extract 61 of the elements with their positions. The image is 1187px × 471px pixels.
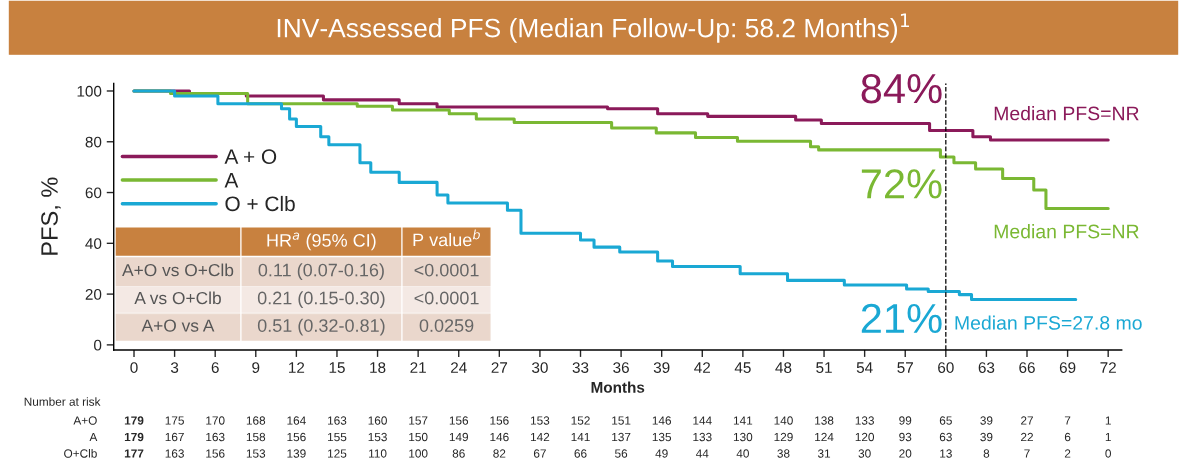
x-tick-label: 18 [370, 362, 386, 373]
x-axis-title: Months [591, 381, 645, 393]
x-tick-label: 72 [1100, 362, 1116, 373]
legend-label: O + Clb [225, 195, 295, 212]
annotation: <0.0001 [414, 291, 479, 305]
x-tick-label: 21 [410, 362, 426, 373]
legend-label: A [224, 173, 239, 188]
annotation: 72% [861, 169, 942, 199]
x-tick-label: 3 [170, 362, 179, 373]
y-tick-label: 40 [85, 238, 102, 249]
annotation: Median PFS=NR [994, 224, 1139, 239]
x-tick-label: 48 [775, 362, 792, 373]
x-tick-label: 33 [572, 362, 589, 373]
x-tick-label: 54 [856, 362, 873, 373]
y-tick-label: 80 [85, 136, 102, 148]
text: Number at risk [24, 397, 101, 406]
annotation: Median PFS=27.8 mo [955, 315, 1142, 330]
annotation: HR$^{a}$ (95% CI) [267, 232, 376, 251]
annotation: A+O vs O+Clb [122, 263, 234, 277]
annotation: 0.51 (0.32-0.81) [257, 318, 385, 336]
x-tick-label: 66 [1019, 362, 1035, 373]
text: A [89, 432, 98, 442]
text: A+O [73, 416, 97, 425]
x-tick-label: 0 [130, 362, 138, 373]
x-tick-label: 12 [289, 362, 305, 373]
x-tick-label: 6 [211, 362, 219, 373]
y-axis-title: PFS, % [41, 177, 61, 255]
y-tick-label: 20 [85, 288, 102, 300]
annotation: P value$^{b}$ [413, 229, 480, 247]
x-tick-label: 9 [252, 362, 260, 373]
y-tick-label: 100 [77, 85, 102, 97]
x-tick-label: 24 [451, 362, 467, 373]
x-tick-label: 69 [1059, 362, 1076, 373]
legend-label: A + O [224, 149, 277, 165]
annotation: 0.11 (0.07-0.16) [258, 263, 384, 281]
annotation: 0.21 (0.15-0.30) [257, 291, 385, 308]
x-tick-label: 30 [532, 362, 548, 373]
annotation: A+O vs A [141, 319, 215, 332]
chart-title: INV-Assessed PFS (Median Follow-Up: 58.2 Months)$^{1}$ [277, 13, 909, 43]
text: 179 167 163 158 156 155 153 150 149 146 142 141 137 135 133 130 129 124 120 93 63 39 22 6 1 [124, 432, 1111, 442]
x-tick-label: 51 [816, 362, 832, 373]
x-tick-label: 60 [938, 362, 954, 373]
text: 179 175 170 168 164 163 160 157 156 156 153 152 151 146 144 141 140 138 133 99 65 39 27 7 1 [124, 416, 1111, 425]
x-tick-label: 63 [978, 362, 995, 373]
annotation: Median PFS=NR [994, 106, 1139, 121]
annotation: <0.0001 [414, 263, 479, 277]
annotation: 84% [861, 73, 942, 104]
x-tick-label: 39 [653, 362, 670, 373]
x-tick-label: 45 [734, 362, 751, 373]
y-tick-label: 60 [85, 187, 102, 199]
x-tick-label: 36 [613, 362, 629, 373]
y-tick-label: 0 [94, 339, 102, 351]
text: O+Clb [64, 449, 97, 458]
x-tick-label: 42 [694, 362, 711, 373]
annotation: 0.0259 [419, 319, 474, 332]
text: 177 163 156 153 139 125 110 100 86 82 67 66 56 49 44 40 38 31 30 20 13 8 7 2 0 [124, 449, 1112, 458]
annotation: 21% [861, 303, 942, 334]
x-tick-label: 27 [491, 362, 508, 373]
x-tick-label: 57 [897, 362, 913, 373]
annotation: A vs O+Clb [134, 291, 221, 305]
x-tick-label: 15 [329, 362, 345, 373]
